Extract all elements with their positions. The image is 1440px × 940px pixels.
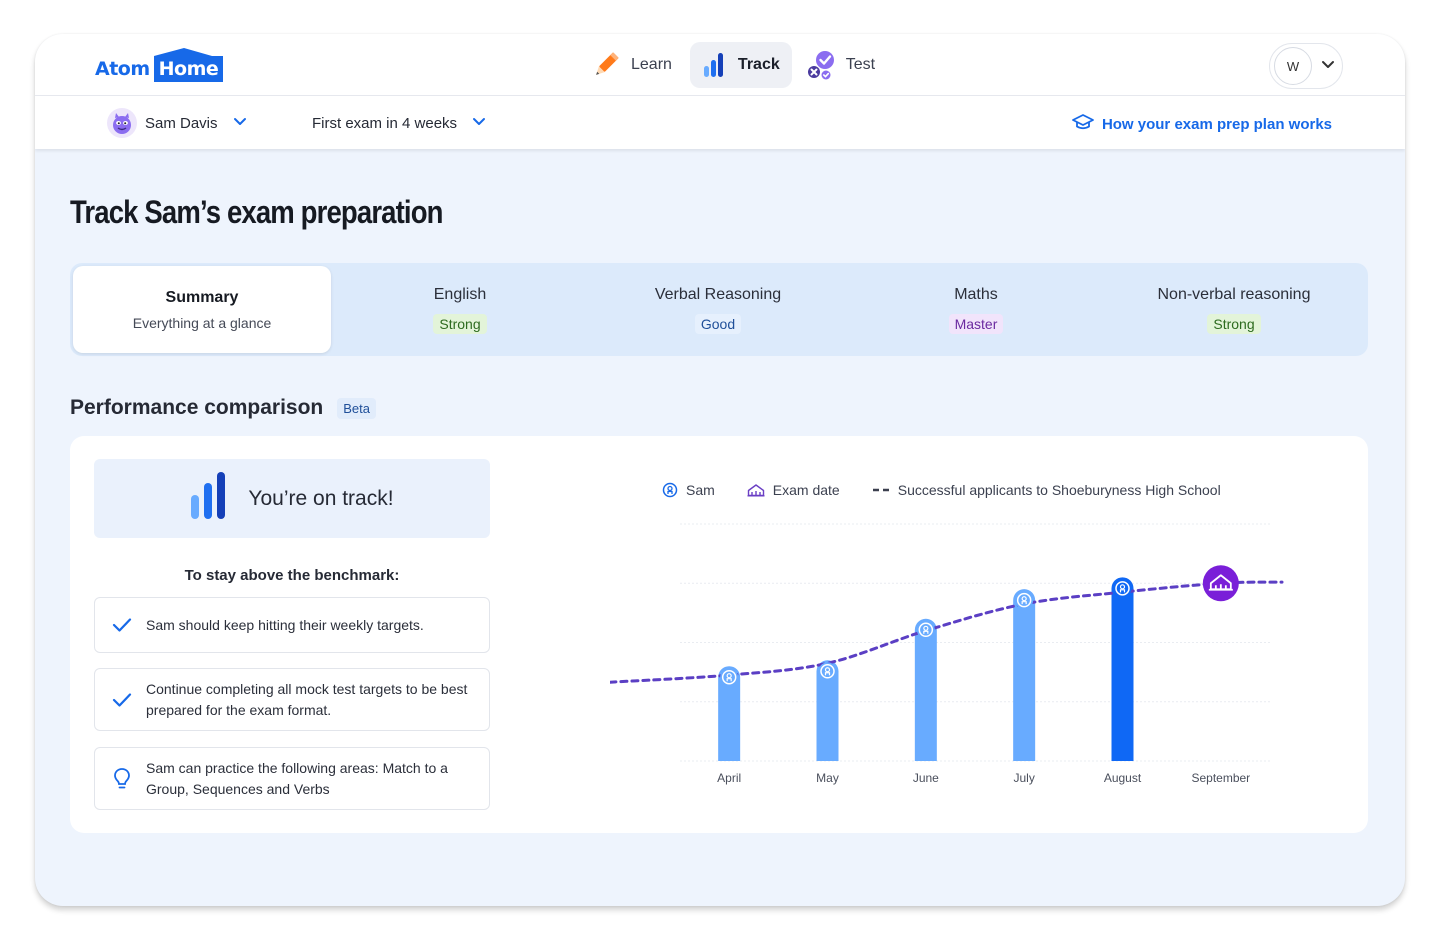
on-track-banner: You’re on track!: [94, 459, 490, 538]
student-marker-icon: [662, 482, 678, 498]
nav-test[interactable]: Test: [798, 42, 887, 88]
legend-item-benchmark: Successful applicants to Shoeburyness Hi…: [872, 482, 1221, 498]
tab-summary-subtitle: Everything at a glance: [132, 314, 272, 331]
tip-card: Continue completing all mock test target…: [94, 668, 490, 731]
top-navigation-bar: Atom Home Learn: [35, 34, 1405, 96]
tab-non-verbal-reasoning-title: Non-verbal reasoning: [1157, 285, 1311, 303]
atom-home-logo[interactable]: Atom Home: [95, 48, 224, 82]
legend-label-exam-date: Exam date: [772, 482, 840, 498]
level-badge: Master: [948, 313, 1004, 334]
legend-item-exam-date: Exam date: [747, 482, 840, 498]
x-tick-label: June: [913, 771, 939, 785]
tab-summary-title: Summary: [165, 288, 239, 306]
level-badge: Strong: [433, 313, 487, 334]
bar-chart-icon: [190, 471, 226, 526]
beta-badge: Beta: [337, 397, 377, 419]
child-name: Sam Davis: [145, 114, 218, 132]
on-track-status: You’re on track!: [248, 486, 394, 510]
student-marker-icon: [818, 662, 837, 681]
level-badge: Strong: [1207, 313, 1261, 334]
chart-legend: Sam Exam date Successful applicants to S…: [662, 482, 1253, 498]
student-marker-icon: [916, 620, 935, 639]
nav-learn[interactable]: Learn: [583, 42, 684, 88]
tip-text: Sam can practice the following areas: Ma…: [146, 759, 448, 797]
bar-chart-icon: [696, 48, 730, 82]
exam-date-label: First exam in 4 weeks: [312, 114, 458, 132]
child-selector[interactable]: Sam Davis: [107, 108, 248, 138]
test-check-icon: [804, 48, 838, 82]
tab-summary[interactable]: Summary Everything at a glance: [73, 266, 331, 353]
logo-text-atom: Atom: [95, 58, 150, 80]
benchmark-heading: To stay above the benchmark:: [184, 567, 400, 584]
x-tick-label: April: [717, 771, 741, 785]
tab-maths[interactable]: Maths Master: [847, 266, 1105, 353]
chart-plot: April May June July August September: [610, 523, 1284, 785]
chevron-down-icon: [1320, 56, 1336, 77]
dashed-line-icon: [872, 488, 889, 492]
page-title: Track Sam’s exam preparation: [70, 194, 443, 230]
exam-prep-plan-label: How your exam prep plan works: [1101, 115, 1332, 133]
sub-header-bar: Sam Davis First exam in 4 weeks How your…: [35, 96, 1405, 149]
nav-track[interactable]: Track: [689, 42, 792, 88]
student-marker-icon: [1113, 579, 1132, 598]
exam-date-marker: [1202, 565, 1239, 602]
tab-english[interactable]: English Strong: [331, 266, 589, 353]
student-marker-icon: [720, 668, 739, 687]
school-building-icon: [747, 484, 765, 497]
chevron-down-icon: [232, 113, 248, 133]
exam-date-selector[interactable]: First exam in 4 weeks: [312, 108, 487, 138]
bar-july: [1013, 589, 1036, 761]
check-icon: [111, 692, 133, 708]
user-avatar: W: [1274, 47, 1312, 85]
performance-chart: Sam Exam date Successful applicants to S…: [610, 476, 1290, 796]
logo-text-home: Home: [153, 48, 224, 82]
tab-maths-title: Maths: [954, 285, 998, 303]
main-nav: Learn Track: [583, 42, 893, 88]
nav-learn-label: Learn: [631, 56, 672, 73]
tip-card: Sam should keep hitting their weekly tar…: [94, 597, 490, 653]
tab-verbal-reasoning[interactable]: Verbal Reasoning Good: [589, 266, 847, 353]
bar-april: [718, 666, 741, 761]
performance-card: You’re on track! To stay above the bench…: [70, 436, 1368, 833]
legend-item-sam: Sam: [662, 482, 715, 498]
tab-verbal-reasoning-title: Verbal Reasoning: [654, 285, 782, 303]
tip-text: Continue completing all mock test target…: [146, 680, 468, 718]
level-badge: Good: [694, 313, 742, 334]
tab-english-title: English: [433, 285, 487, 303]
benchmark-line: [610, 580, 1284, 684]
pencil-icon: [589, 48, 623, 82]
monster-avatar-icon: [107, 108, 137, 138]
legend-label-sam: Sam: [686, 482, 715, 498]
user-menu-button[interactable]: W: [1269, 43, 1343, 89]
chevron-down-icon: [471, 113, 487, 133]
student-marker-icon: [1015, 591, 1034, 610]
nav-track-label: Track: [737, 56, 780, 73]
check-icon: [111, 617, 133, 633]
performance-section-header: Performance comparison Beta: [70, 396, 377, 420]
x-tick-label: May: [816, 771, 839, 785]
bar-may: [816, 660, 839, 761]
exam-prep-plan-link[interactable]: How your exam prep plan works: [1072, 113, 1332, 135]
tip-text: Sam should keep hitting their weekly tar…: [146, 616, 424, 633]
x-tick-label: July: [1013, 771, 1034, 785]
lightbulb-icon: [111, 767, 133, 791]
bar-june: [914, 618, 937, 761]
x-tick-label: September: [1191, 771, 1250, 785]
tip-card: Sam can practice the following areas: Ma…: [94, 747, 490, 810]
nav-test-label: Test: [845, 56, 876, 73]
x-tick-label: August: [1104, 771, 1142, 785]
legend-label-benchmark: Successful applicants to Shoeburyness Hi…: [897, 482, 1221, 498]
bar-august: [1111, 577, 1134, 761]
subject-tabs: Summary Everything at a glance English S…: [70, 263, 1368, 356]
app-window: Atom Home Learn: [35, 34, 1405, 906]
graduation-cap-icon: [1072, 113, 1094, 135]
section-title: Performance comparison: [70, 396, 324, 419]
tab-non-verbal-reasoning[interactable]: Non-verbal reasoning Strong: [1105, 266, 1363, 353]
